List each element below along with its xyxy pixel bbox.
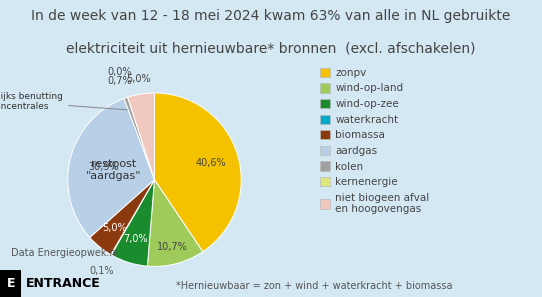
Text: 0,7%: 0,7% [108,76,132,86]
Text: 5,0%: 5,0% [102,223,127,233]
Text: ENTRANCE: ENTRANCE [26,277,101,290]
Bar [0,270,22,297]
Wedge shape [147,180,203,266]
Text: 0,1%: 0,1% [89,266,114,276]
Text: In de week van 12 - 18 mei 2024 kwam 63% van alle in NL gebruikte: In de week van 12 - 18 mei 2024 kwam 63%… [31,9,511,23]
Wedge shape [128,97,154,180]
Text: 10,7%: 10,7% [157,242,188,252]
Text: 7,0%: 7,0% [124,234,148,244]
Text: 40,6%: 40,6% [196,157,226,168]
Wedge shape [111,180,154,266]
Wedge shape [128,93,154,180]
Wedge shape [111,180,154,255]
Legend: zonpv, wind-op-land, wind-op-zee, waterkracht, biomassa, aardgas, kolen, kernene: zonpv, wind-op-land, wind-op-zee, waterk… [320,68,429,214]
Text: 30,9%: 30,9% [89,162,119,172]
Text: restpost
"aardgas": restpost "aardgas" [86,159,142,181]
Wedge shape [124,97,154,180]
Text: 0,0%: 0,0% [107,67,132,78]
Text: E: E [7,277,15,290]
Wedge shape [68,99,154,237]
Wedge shape [90,180,154,255]
Wedge shape [154,93,241,252]
Text: elektriciteit uit hernieuwbare* bronnen  (excl. afschakelen): elektriciteit uit hernieuwbare* bronnen … [66,42,476,56]
Text: Data Energieopwek.nl: Data Energieopwek.nl [11,248,118,258]
Text: 5,0%: 5,0% [126,74,151,84]
Text: *Hernieuwbaar = zon + wind + waterkracht + biomassa: *Hernieuwbaar = zon + wind + waterkracht… [176,281,453,291]
Text: nauwelijks benutting
kolencentrales: nauwelijks benutting kolencentrales [0,92,127,111]
